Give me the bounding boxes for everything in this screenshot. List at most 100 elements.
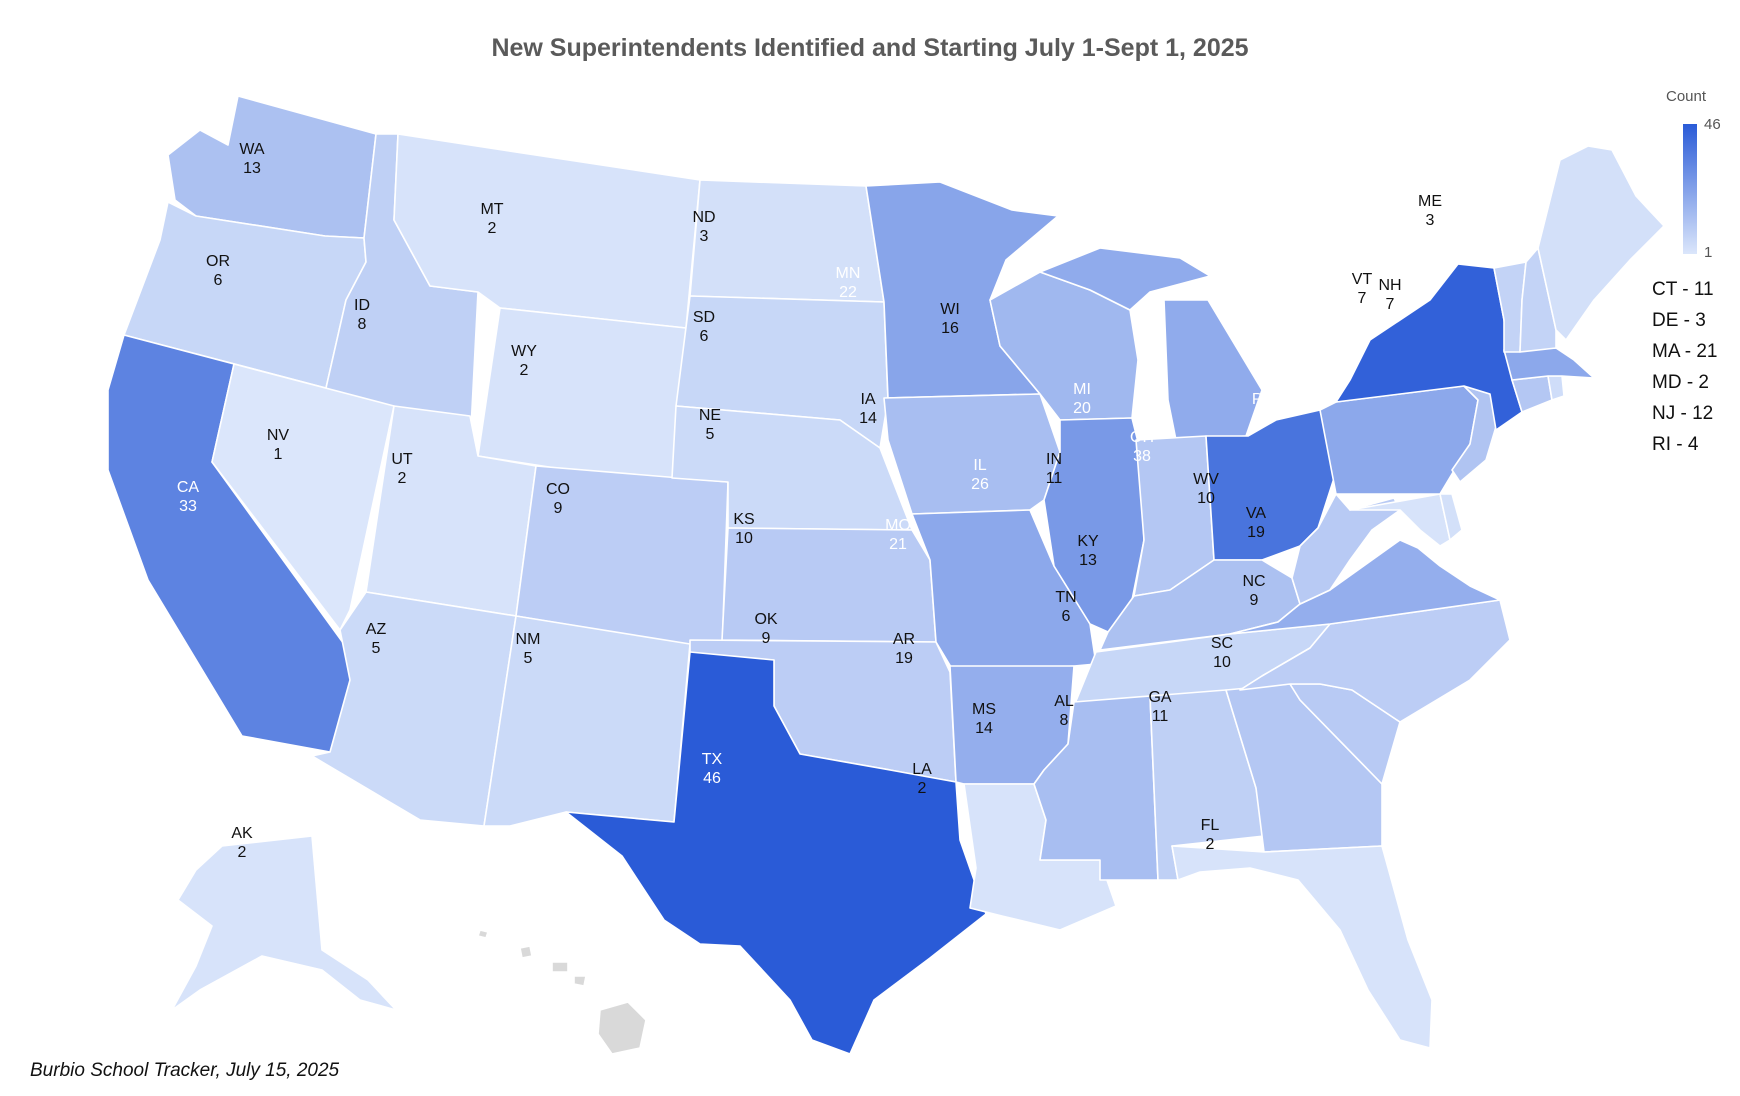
state-label-id: ID: [354, 297, 370, 314]
state-value-pa: 21: [1253, 410, 1271, 427]
state-value-wa: 13: [243, 160, 261, 177]
state-az[interactable]: [311, 591, 517, 827]
state-value-ms: 14: [975, 720, 993, 737]
state-value-la: 2: [918, 780, 927, 797]
state-label-wi: WI: [940, 301, 960, 318]
state-value-me: 3: [1426, 212, 1435, 229]
state-label-nd: ND: [692, 209, 715, 226]
state-value-wi: 16: [941, 320, 959, 337]
state-fl[interactable]: [1171, 845, 1433, 1049]
state-label-sc: SC: [1211, 635, 1233, 652]
small-states-list: CT - 11 DE - 3 MA - 21 MD - 2 NJ - 12 RI - 4: [1652, 274, 1717, 460]
state-value-ky: 13: [1079, 552, 1097, 569]
legend-title: Count: [1666, 88, 1707, 105]
state-label-ia: IA: [860, 391, 875, 408]
state-label-tn: TN: [1055, 589, 1076, 606]
state-label-me: ME: [1418, 193, 1442, 210]
small-state-ct: CT - 11: [1652, 279, 1714, 300]
state-mo[interactable]: [911, 509, 1097, 673]
state-label-mo: MO: [885, 517, 911, 534]
state-label-ms: MS: [972, 701, 996, 718]
state-label-nv: NV: [267, 427, 290, 444]
state-value-tx: 46: [703, 770, 721, 787]
state-label-nm: NM: [516, 631, 541, 648]
state-label-ar: AR: [893, 631, 915, 648]
state-value-in: 11: [1046, 470, 1063, 487]
state-hi: [597, 1001, 647, 1055]
state-value-nm: 5: [524, 650, 533, 667]
small-state-de: DE - 3: [1652, 310, 1706, 331]
state-de[interactable]: [1439, 493, 1463, 541]
state-value-ok: 9: [762, 630, 771, 647]
state-label-fl: FL: [1201, 817, 1220, 834]
state-value-ia: 14: [859, 410, 877, 427]
state-label-nc: NC: [1242, 573, 1265, 590]
state-value-ca: 33: [179, 498, 197, 515]
state-label-oh: OH: [1130, 429, 1154, 446]
state-label-va: VA: [1246, 505, 1266, 522]
state-label-vt: VT: [1352, 271, 1373, 288]
state-value-mi: 20: [1073, 400, 1091, 417]
state-ak[interactable]: [171, 835, 397, 1011]
state-value-fl: 2: [1206, 836, 1215, 853]
state-value-mo: 21: [889, 536, 907, 553]
state-mi-upper[interactable]: [1039, 247, 1211, 311]
state-value-oh: 38: [1133, 448, 1151, 465]
state-label-pa: PA: [1252, 391, 1272, 408]
state-label-mn: MN: [836, 265, 861, 282]
state-value-ar: 19: [895, 650, 913, 667]
state-ia[interactable]: [883, 393, 1061, 515]
state-pa[interactable]: [1319, 385, 1479, 495]
small-state-md: MD - 2: [1652, 372, 1709, 393]
state-value-sc: 10: [1213, 654, 1231, 671]
state-value-vt: 7: [1358, 290, 1367, 307]
state-value-wy: 2: [520, 362, 529, 379]
state-label-wv: WV: [1193, 471, 1219, 488]
state-label-ak: AK: [231, 825, 253, 842]
state-mi[interactable]: [1163, 299, 1263, 441]
state-value-nc: 9: [1250, 592, 1259, 609]
state-label-az: AZ: [366, 621, 387, 638]
state-va[interactable]: [1229, 539, 1501, 635]
legend-color-scale: [1683, 124, 1697, 254]
state-hi-islands: [477, 929, 587, 987]
state-label-nh: NH: [1378, 277, 1401, 294]
state-value-az: 5: [372, 640, 381, 657]
state-label-ne: NE: [699, 407, 721, 424]
state-label-ny: NY: [1293, 333, 1316, 350]
state-label-ca: CA: [177, 479, 200, 496]
state-value-wv: 10: [1197, 490, 1215, 507]
state-label-ky: KY: [1077, 533, 1099, 550]
state-label-wy: WY: [511, 343, 537, 360]
state-label-tx: TX: [702, 751, 723, 768]
state-wy[interactable]: [477, 307, 687, 487]
state-label-or: OR: [206, 253, 230, 270]
state-label-la: LA: [912, 761, 932, 778]
state-label-in: IN: [1046, 451, 1062, 468]
state-value-ga: 11: [1152, 708, 1169, 725]
state-value-ak: 2: [238, 844, 247, 861]
state-label-ok: OK: [754, 611, 777, 628]
state-value-il: 26: [971, 476, 989, 493]
state-nc[interactable]: [1239, 599, 1511, 723]
state-label-co: CO: [546, 481, 570, 498]
state-nv[interactable]: [211, 363, 395, 631]
state-value-tn: 6: [1062, 608, 1071, 625]
state-value-id: 8: [358, 316, 367, 333]
state-value-co: 9: [554, 500, 563, 517]
state-value-va: 19: [1247, 524, 1265, 541]
map-title: New Superintendents Identified and Start…: [491, 34, 1249, 62]
state-tx[interactable]: [565, 651, 987, 1055]
state-value-ne: 5: [706, 426, 715, 443]
state-value-sd: 6: [700, 328, 709, 345]
small-state-nj: NJ - 12: [1652, 403, 1714, 424]
state-label-ks: KS: [733, 511, 754, 528]
state-value-nd: 3: [700, 228, 709, 245]
state-label-il: IL: [973, 457, 986, 474]
state-me[interactable]: [1537, 145, 1665, 341]
state-value-mt: 2: [488, 220, 497, 237]
state-ma[interactable]: [1503, 347, 1595, 381]
state-value-ut: 2: [398, 470, 407, 487]
state-value-ny: 44: [1295, 352, 1313, 369]
